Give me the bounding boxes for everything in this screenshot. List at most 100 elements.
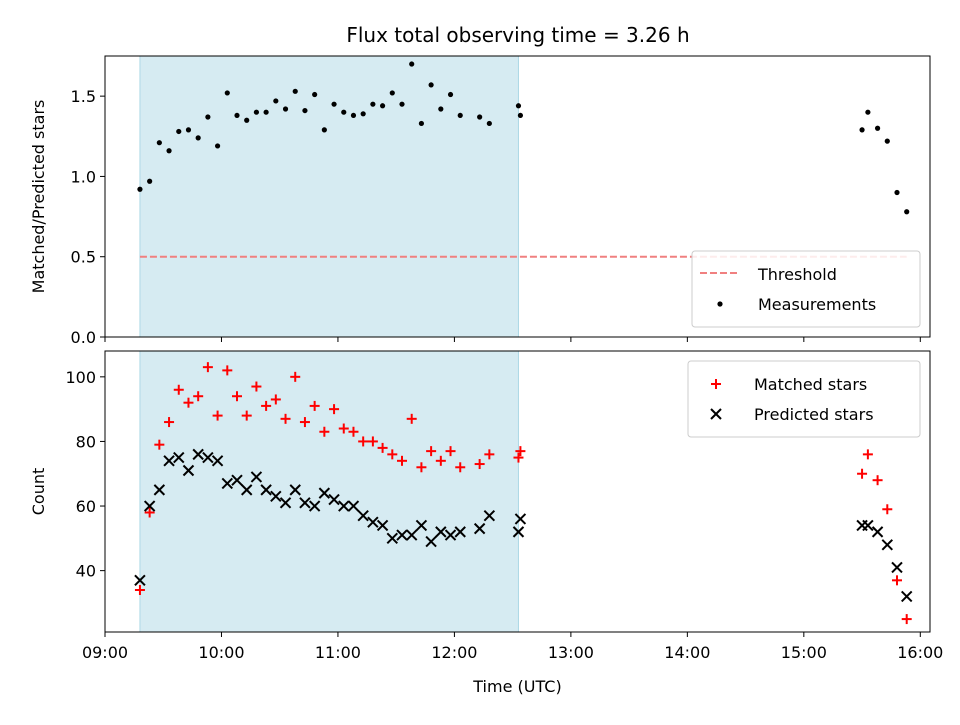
x-tick-label: 10:00 [198, 643, 244, 662]
x-b [202, 451, 214, 464]
matched-star-point [202, 362, 213, 373]
matched-star-point [872, 475, 883, 486]
measurement-point [894, 189, 900, 196]
measurement-point [379, 103, 386, 109]
predicted-star-point [415, 519, 428, 532]
matched-star-point [183, 397, 194, 408]
predicted-star-point [299, 497, 311, 509]
measurement-point [331, 101, 337, 107]
x-b [279, 497, 292, 509]
measurement-point [350, 112, 357, 119]
measurement-point [214, 143, 221, 149]
matched-star-point [299, 417, 310, 428]
x-b [881, 539, 894, 551]
measurement-point [418, 120, 425, 127]
predicted-star-point [512, 526, 525, 538]
measurement-point [859, 127, 865, 133]
matched-star-point [416, 462, 427, 473]
x-tick-label: 09:00 [82, 643, 128, 662]
legend-label: Matched stars [754, 375, 867, 394]
predicted-star-point [270, 490, 282, 503]
x-b [347, 500, 360, 512]
matched-star-point [241, 410, 252, 421]
x-tick-label: 15:00 [781, 643, 827, 662]
matched-star-point [222, 365, 233, 376]
predicted-star-point [240, 484, 253, 496]
x-b [211, 455, 224, 467]
predicted-star-point [134, 574, 146, 587]
x-b [435, 526, 447, 538]
x-tick-label: 16:00 [897, 643, 943, 662]
x-b [173, 451, 185, 464]
measurement-point [147, 178, 153, 184]
predicted-star-point [211, 455, 224, 467]
x-b [396, 529, 408, 541]
matched-star-point [232, 391, 242, 402]
matched-star-point [882, 504, 893, 515]
predicted-star-point [347, 500, 360, 512]
matched-star-point [164, 417, 175, 428]
predicted-star-point [221, 477, 234, 490]
x-tick-label: 13:00 [548, 643, 594, 662]
measurement-point [166, 148, 172, 154]
matched-star-point [338, 423, 349, 434]
matched-star-point [154, 439, 165, 450]
x-tick-label: 12:00 [431, 643, 477, 662]
x-b [182, 464, 195, 477]
x-b [900, 590, 913, 603]
measurement-point [360, 111, 366, 117]
top-panel: 0.0 0.5 1.0 1.5 Matched/Predicted stars Thres… [29, 55, 931, 347]
measurement-point [389, 90, 395, 96]
predicted-star-point [357, 510, 369, 522]
y-tick-label: 60 [76, 497, 96, 516]
matched-star-point [387, 449, 398, 460]
matched-star-point [445, 446, 456, 457]
x-b [250, 471, 263, 483]
matched-star-point [212, 410, 223, 421]
legend: Threshold Measurements [691, 250, 921, 328]
predicted-star-point [260, 484, 272, 496]
matched-star-point [309, 400, 320, 411]
predicted-star-point [425, 535, 437, 548]
matched-star-point [358, 436, 369, 447]
predicted-star-point [192, 448, 204, 461]
predicted-star-point [435, 526, 447, 538]
predicted-star-point [376, 519, 389, 532]
x-b [425, 535, 437, 548]
x-b [270, 490, 282, 503]
measurement-point [273, 98, 279, 104]
y-tick-label: 0.5 [71, 248, 96, 267]
predicted-star-point [454, 526, 466, 538]
predicted-star-point [444, 529, 457, 541]
measurement-point [156, 140, 162, 146]
measurement-point [292, 88, 298, 94]
matched-star-point [406, 413, 417, 424]
matched-star-point [426, 446, 437, 457]
x-b [143, 500, 156, 512]
predicted-star-point [318, 487, 331, 499]
y-tick-label: 40 [76, 562, 96, 581]
measurement-point [205, 114, 211, 120]
measurement-point [234, 112, 240, 119]
measurement-point [263, 109, 269, 115]
legend-box [691, 250, 921, 328]
predicted-star-point [143, 500, 156, 512]
legend-x-swatch [710, 408, 722, 420]
measurement-point [312, 91, 318, 98]
predicted-star-point [483, 510, 496, 522]
x-axis-label: Time (UTC) [472, 677, 561, 696]
predicted-star-point [871, 526, 884, 538]
x-b [192, 448, 204, 461]
x-b [299, 497, 311, 509]
x-b [221, 477, 234, 490]
matched-star-point [892, 575, 902, 586]
y-tick-label: 80 [76, 432, 96, 451]
measurement-point [137, 186, 143, 192]
measurement-point [515, 103, 522, 109]
matched-star-point [261, 400, 272, 411]
measurement-point [244, 117, 250, 123]
measurement-point [865, 109, 871, 115]
measurement-point [874, 125, 881, 131]
x-b [483, 510, 496, 522]
predicted-star-point [279, 497, 292, 509]
